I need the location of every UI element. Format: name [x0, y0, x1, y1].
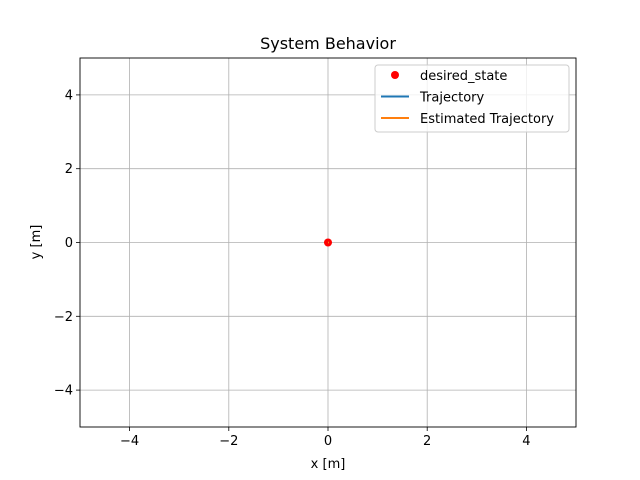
legend-marker [391, 71, 399, 79]
x-tick-label: 2 [423, 434, 431, 449]
legend-box [374, 64, 570, 133]
legend-label: desired_state [420, 69, 507, 84]
y-axis-label: y [m] [29, 225, 44, 260]
y-tick-label: 2 [65, 162, 73, 177]
x-tick-label: 4 [522, 434, 530, 449]
chart-title: System Behavior [260, 34, 396, 53]
y-tick-label: −2 [54, 310, 73, 325]
x-tick-label: −2 [219, 434, 238, 449]
x-tick-label: 0 [324, 434, 332, 449]
series-layer [324, 238, 332, 247]
legend: desired_state Trajectory Estimated Traject… [374, 64, 570, 133]
legend-label: Trajectory [419, 91, 484, 106]
x-axis-label: x [m] [311, 457, 346, 472]
y-tick-label: 0 [65, 236, 73, 251]
legend-label: Estimated Trajectory [420, 112, 554, 127]
y-tick-label: −4 [54, 384, 73, 399]
x-tick-label: −4 [120, 434, 139, 449]
y-tick-label: 4 [65, 88, 73, 103]
ticks: −4 −2 0 2 4 −4 −2 0 2 4 [54, 88, 531, 449]
